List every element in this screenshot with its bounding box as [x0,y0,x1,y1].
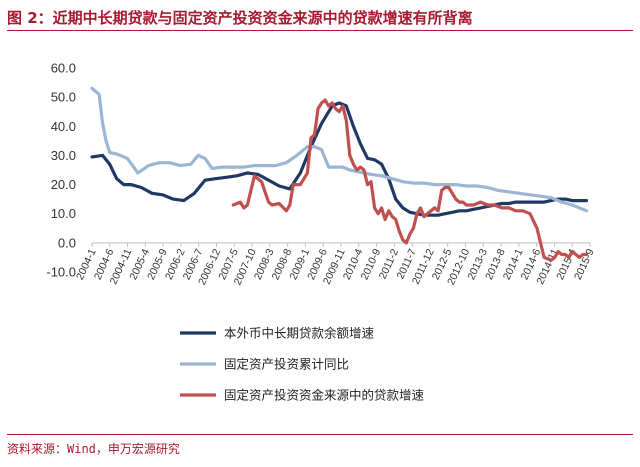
y-tick-label: -10.0 [46,265,76,280]
y-tick-label: 30.0 [51,148,76,163]
y-tick-label: 10.0 [51,206,76,221]
series-line-1 [90,101,589,217]
figure-title: 图 2：近期中长期贷款与固定资产投资资金来源中的贷款增速有所背离 [7,9,473,27]
legend-label-3: 固定资产投资资金来源中的贷款增速 [224,388,425,403]
legend-label-2: 固定资产投资累计同比 [224,357,349,372]
y-tick-label: 40.0 [51,119,76,134]
footer-divider [7,434,633,435]
y-tick-label: 20.0 [51,177,76,192]
legend-label-1: 本外币中长期贷款余额增速 [224,326,375,341]
title-divider [7,30,633,31]
y-tick-label: 50.0 [51,90,76,105]
series-line-3 [231,98,589,262]
series-line-2 [90,86,589,213]
y-tick-label: 0.0 [58,235,76,250]
source-note: 资料来源：Wind，申万宏源研究 [7,442,180,456]
y-tick-label: 60.0 [51,61,76,76]
